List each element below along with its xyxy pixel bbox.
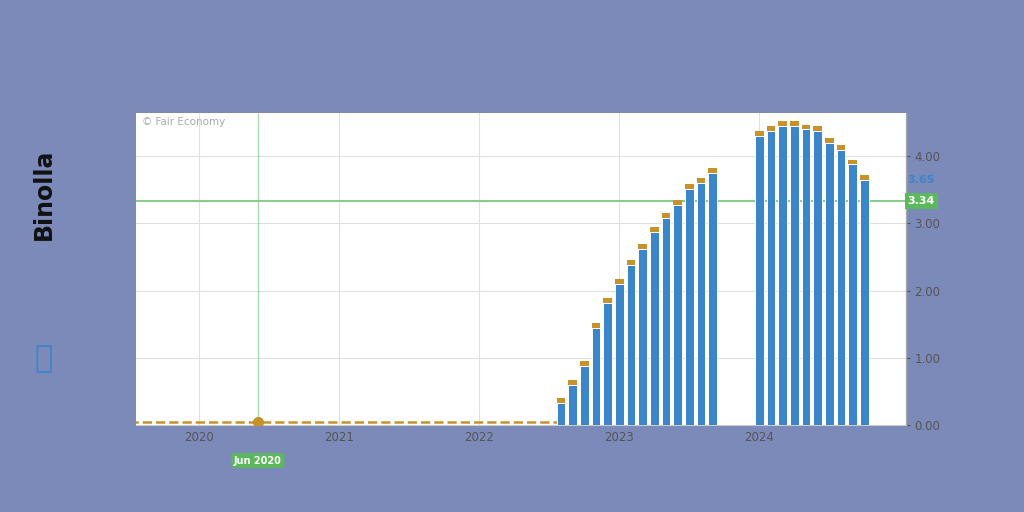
Bar bbox=[592, 328, 600, 425]
Bar bbox=[837, 145, 845, 150]
Bar bbox=[650, 227, 658, 231]
Bar bbox=[790, 126, 799, 425]
Bar bbox=[709, 168, 717, 173]
Bar bbox=[627, 265, 635, 425]
Bar bbox=[557, 398, 565, 403]
Bar bbox=[662, 214, 671, 218]
Bar bbox=[778, 126, 786, 425]
Bar bbox=[650, 231, 658, 425]
Bar bbox=[592, 323, 600, 328]
Bar bbox=[638, 244, 647, 249]
Bar bbox=[568, 385, 577, 425]
Bar bbox=[662, 218, 671, 425]
Bar bbox=[767, 126, 775, 131]
Bar bbox=[813, 131, 822, 425]
Bar bbox=[848, 164, 857, 425]
Bar bbox=[603, 298, 612, 303]
Bar bbox=[627, 261, 635, 265]
Bar bbox=[673, 200, 682, 205]
Bar bbox=[778, 121, 786, 126]
Bar bbox=[767, 131, 775, 425]
Bar bbox=[580, 366, 589, 425]
Bar bbox=[685, 184, 693, 188]
Bar bbox=[825, 143, 834, 425]
Text: 3.34: 3.34 bbox=[908, 196, 935, 206]
Bar bbox=[638, 249, 647, 425]
Bar bbox=[860, 180, 868, 425]
Bar bbox=[837, 150, 845, 425]
Bar bbox=[848, 160, 857, 164]
Bar bbox=[696, 179, 706, 183]
Bar bbox=[790, 121, 799, 126]
Bar bbox=[603, 303, 612, 425]
Bar bbox=[557, 403, 565, 425]
Bar bbox=[802, 130, 810, 425]
Bar bbox=[802, 125, 810, 130]
Bar bbox=[696, 183, 706, 425]
Text: Binolla: Binolla bbox=[32, 149, 56, 240]
Bar bbox=[825, 138, 834, 143]
Bar bbox=[580, 361, 589, 366]
Bar bbox=[614, 279, 624, 284]
Bar bbox=[673, 205, 682, 425]
Bar bbox=[614, 284, 624, 425]
Text: 3.65: 3.65 bbox=[908, 175, 935, 185]
Text: 🄼: 🄼 bbox=[35, 344, 53, 373]
Bar bbox=[860, 175, 868, 180]
Text: © Fair Economy: © Fair Economy bbox=[142, 117, 225, 127]
Bar bbox=[685, 188, 693, 425]
Bar bbox=[709, 173, 717, 425]
Text: Jun 2020: Jun 2020 bbox=[234, 456, 282, 465]
Bar bbox=[755, 136, 764, 425]
Bar bbox=[813, 126, 822, 131]
Bar bbox=[568, 380, 577, 385]
Bar bbox=[755, 132, 764, 136]
